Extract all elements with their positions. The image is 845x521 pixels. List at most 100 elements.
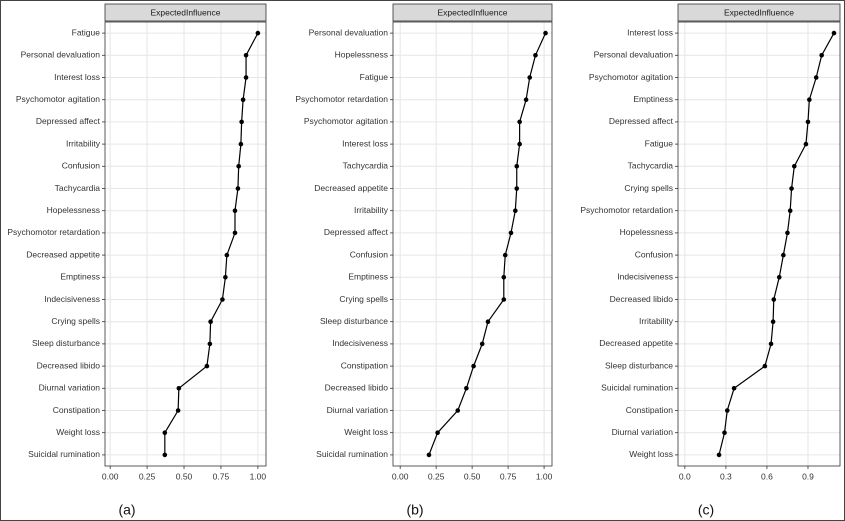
y-tick-label: Irritability (354, 205, 389, 215)
point (204, 363, 210, 369)
strip (677, 3, 841, 22)
point (223, 275, 228, 280)
point (232, 230, 238, 236)
y-tick-label: Fatigue (360, 72, 389, 82)
x-tick-label: 0.75 (213, 471, 230, 481)
point (175, 408, 181, 413)
point (176, 386, 182, 391)
point (162, 452, 168, 458)
y-tick-label: Sleep disturbance (605, 360, 673, 370)
point (533, 53, 538, 58)
point (722, 430, 727, 436)
caption: (c) (698, 502, 714, 518)
y-tick-label: Irritability (66, 138, 101, 148)
point (243, 75, 249, 80)
y-tick-label: Decreased appetite (26, 249, 100, 259)
x-tick-label: 0.75 (500, 471, 517, 481)
point (502, 252, 508, 258)
y-tick-label: Hopelessness (620, 227, 673, 237)
y-tick-label: Hopelessness (335, 50, 388, 60)
x-tick-label: 0.00 (392, 471, 409, 481)
y-tick-label: Suicidal rumination (28, 449, 100, 459)
y-tick-label: Sleep disturbance (320, 316, 388, 326)
point (813, 75, 819, 80)
point (527, 75, 532, 80)
y-tick-label: Depressed affect (36, 116, 101, 126)
point (517, 141, 522, 147)
point (770, 319, 776, 325)
caption: (b) (406, 502, 423, 518)
x-tick-label: 0.25 (139, 471, 156, 481)
point (162, 430, 168, 436)
panel-border (104, 21, 267, 467)
y-tick-label: Sleep disturbance (32, 338, 100, 348)
x-tick-label: 0.25 (428, 471, 445, 481)
point (762, 363, 768, 369)
point (485, 319, 491, 325)
point (514, 164, 520, 169)
y-tick-label: Weight loss (629, 449, 673, 459)
caption: (a) (118, 502, 135, 518)
point (787, 208, 793, 213)
line (164, 32, 259, 455)
y-tick-label: Psychomotor retardation (7, 227, 100, 237)
point (731, 386, 737, 391)
point (789, 186, 794, 191)
y-tick-label: Tachycardia (55, 183, 101, 193)
point (771, 297, 777, 302)
x-tick-label: 0.9 (802, 471, 814, 481)
point (724, 408, 730, 413)
x-tick-label: 0.50 (176, 471, 193, 481)
point (238, 141, 244, 147)
y-tick-label: Psychomotor retardation (580, 205, 673, 215)
point (236, 164, 241, 169)
strip-label: ExpectedInfluence (438, 7, 508, 17)
point (501, 275, 507, 280)
panel-border (392, 21, 553, 467)
point (232, 208, 238, 213)
y-tick-label: Psychomotor agitation (304, 116, 388, 126)
point (781, 252, 786, 258)
y-tick-label: Personal devaluation (309, 27, 389, 37)
y-tick-label: Decreased libido (610, 294, 674, 304)
point (255, 30, 261, 36)
x-tick-label: 1.00 (536, 471, 553, 481)
point (464, 386, 469, 391)
strip-label: ExpectedInfluence (724, 7, 794, 17)
point (479, 341, 485, 347)
y-tick-label: Decreased libido (325, 383, 389, 393)
point (523, 97, 529, 102)
x-tick-label: 0.50 (464, 471, 481, 481)
y-tick-label: Weight loss (56, 427, 100, 437)
panel (678, 22, 840, 466)
point (513, 208, 518, 213)
y-tick-label: Tachycardia (628, 161, 674, 171)
y-tick-label: Hopelessness (47, 205, 100, 215)
point (435, 430, 440, 436)
y-tick-label: Indecisiveness (44, 294, 100, 304)
y-tick-label: Indecisiveness (617, 272, 673, 282)
y-tick-label: Decreased appetite (599, 338, 673, 348)
point (543, 30, 548, 36)
y-tick-label: Crying spells (51, 316, 100, 326)
point (455, 408, 461, 413)
y-tick-label: Confusion (350, 249, 389, 259)
point (716, 452, 722, 458)
y-tick-label: Confusion (62, 161, 101, 171)
y-tick-label: Suicidal rumination (316, 449, 388, 459)
x-tick-label: 0.0 (679, 471, 691, 481)
point (805, 119, 811, 125)
point (426, 452, 432, 458)
y-tick-label: Interest loss (342, 138, 388, 148)
y-tick-label: Weight loss (344, 427, 388, 437)
y-tick-label: Diurnal variation (327, 405, 389, 415)
point (508, 230, 514, 236)
point (785, 230, 790, 236)
strip-label: ExpectedInfluence (151, 7, 221, 17)
y-tick-label: Decreased libido (37, 360, 101, 370)
point (207, 341, 213, 347)
panel-border (677, 21, 841, 467)
y-tick-label: Personal devaluation (594, 50, 674, 60)
strip (392, 3, 553, 22)
point (807, 97, 812, 102)
